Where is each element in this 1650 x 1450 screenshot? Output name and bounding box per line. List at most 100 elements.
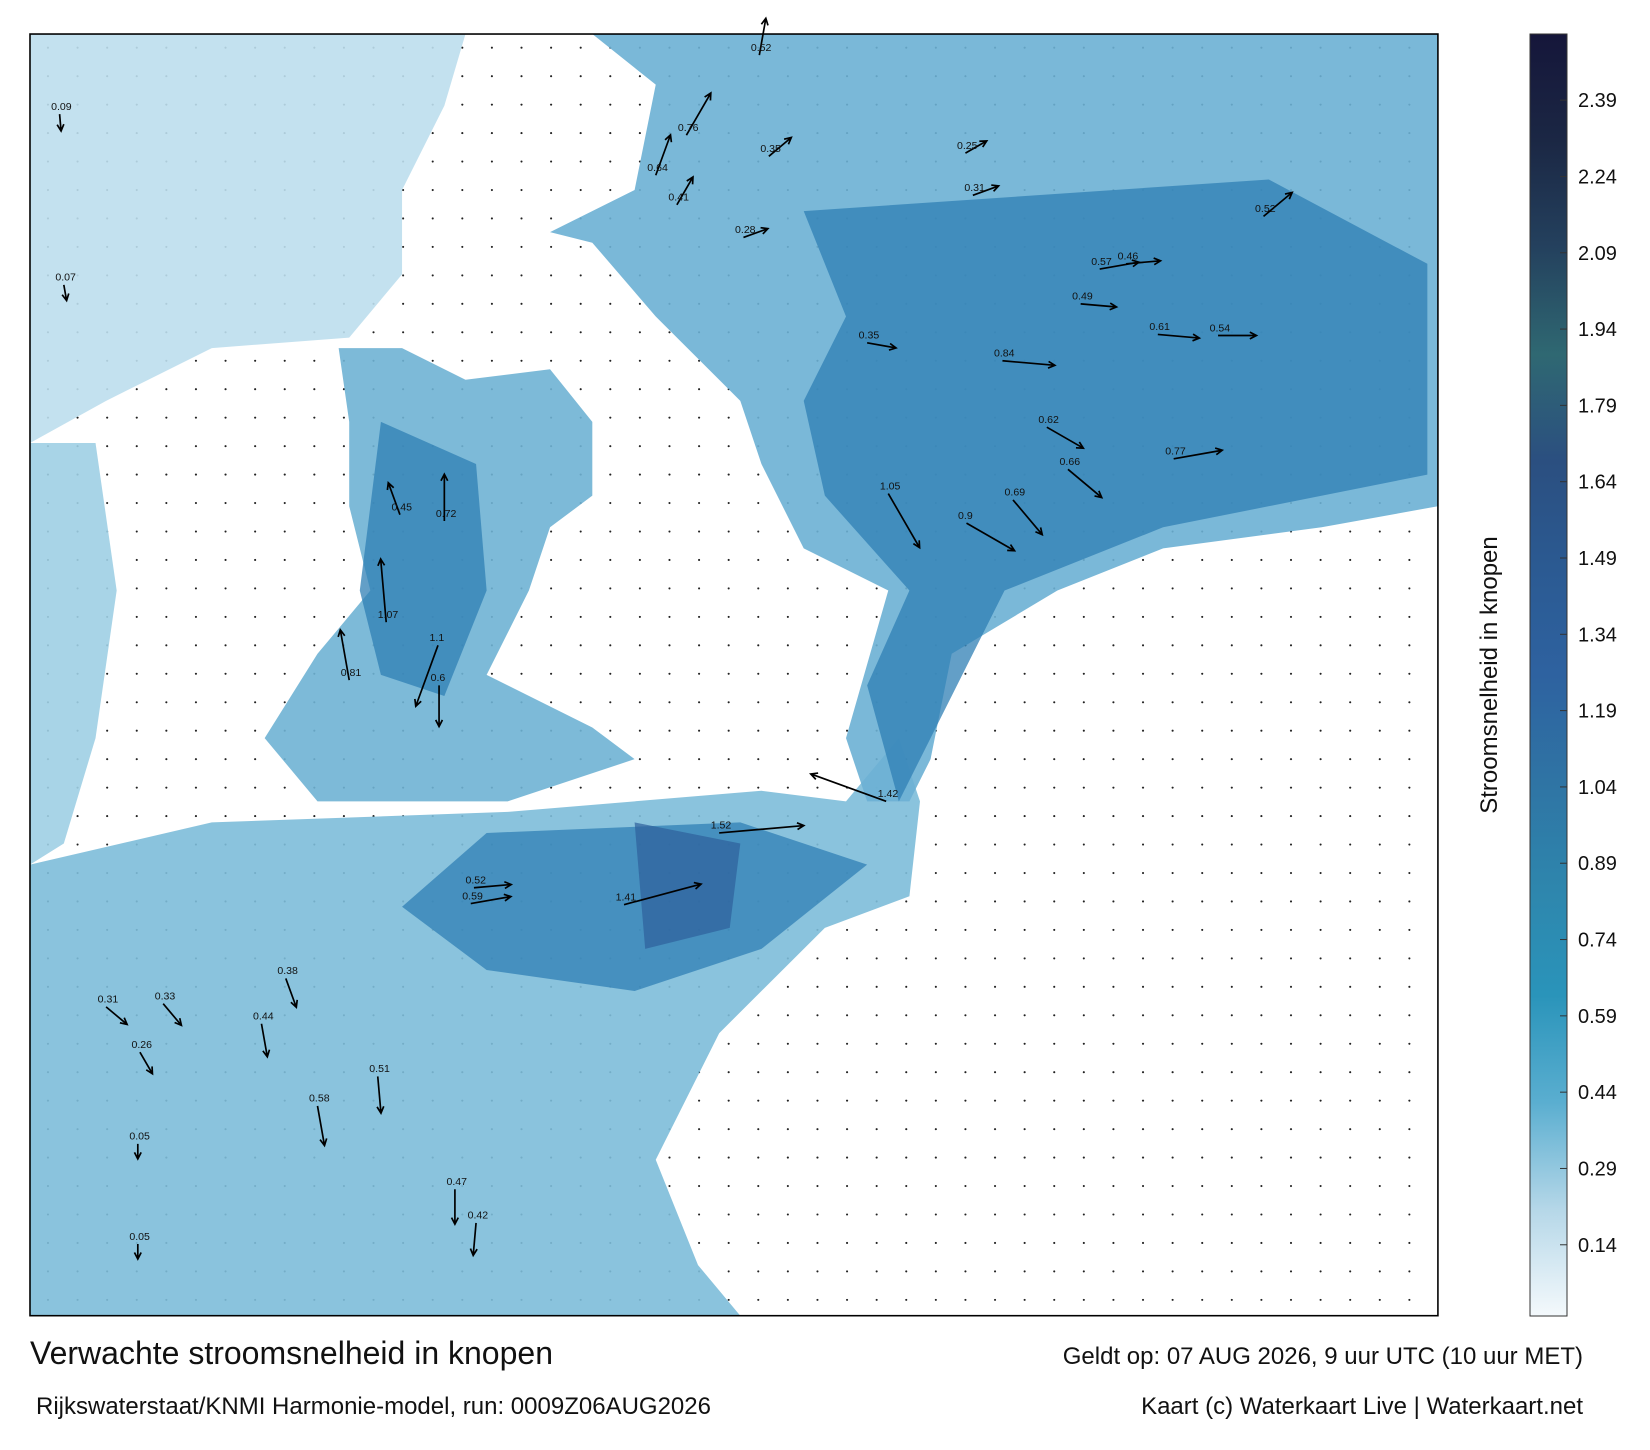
grid-dot [1053,1071,1056,1074]
grid-dot [638,473,641,476]
grid-dot [579,331,582,334]
grid-dot [1230,928,1233,931]
grid-dot [786,758,789,761]
grid-dot [668,1156,671,1159]
grid-dot [1141,1042,1145,1045]
grid-dot [905,1071,908,1074]
grid-dot [1378,1213,1381,1216]
grid-dot [993,1128,997,1131]
colorbar-tick-label: 1.19 [1578,701,1617,723]
grid-dot [1023,1099,1026,1102]
grid-dot [254,445,257,448]
grid-dot [490,46,493,49]
grid-dot [1408,815,1411,818]
speed-label: 0.66 [1060,456,1081,468]
grid-dot [1349,672,1352,675]
grid-dot [254,815,257,818]
grid-dot [905,1241,908,1245]
grid-dot [993,786,997,789]
grid-dot [1141,815,1145,818]
grid-dot [638,445,641,448]
grid-dot [1230,1298,1233,1301]
speed-label: 1.07 [378,609,399,621]
grid-dot [964,701,967,704]
grid-dot [1289,558,1293,562]
grid-dot [993,815,997,818]
grid-dot [1378,1270,1381,1273]
grid-dot [1082,871,1085,875]
grid-dot [786,1014,789,1017]
speed-arrow [1046,426,1085,450]
grid-dot [1201,871,1204,875]
speed-arrow [162,1003,183,1027]
grid-dot [520,672,523,675]
speed-arrow [133,1244,142,1261]
speed-label: 0.38 [277,965,298,977]
grid-dot [224,416,227,419]
grid-dot [1260,672,1263,675]
grid-dot [1408,644,1411,647]
grid-dot [668,1184,671,1188]
grid-dot [224,502,227,505]
speed-arrow [139,1051,154,1076]
grid-dot [905,1270,908,1273]
grid-dot [1349,758,1352,761]
grid-dot [1201,1128,1204,1131]
grid-dot [1053,758,1056,761]
grid-dot [1349,985,1352,988]
grid-dot [194,359,198,362]
grid-dot [1171,1042,1174,1045]
grid-dot [1171,1099,1174,1102]
grid-dot [461,75,464,78]
grid-dot [1289,701,1293,704]
grid-dot [905,1128,908,1131]
grid-dot [1171,1241,1174,1245]
grid-dot [283,530,286,533]
grid-dot [579,75,582,78]
grid-dot [1201,1071,1204,1074]
grid-dot [579,274,582,277]
grid-dot [461,160,464,163]
grid-dot [1112,900,1115,903]
grid-dot [1023,1213,1026,1216]
grid-dot [1349,1241,1352,1245]
grid-dot [786,1099,789,1102]
grid-dot [106,672,109,675]
colorbar-ticks: 0.14 0.29 0.44 0.59 0.74 0.89 1.04 1.19 1.34 1.49… [1560,90,1617,1257]
grid-dot [698,416,701,419]
grid-dot [1349,871,1352,875]
grid-dot [727,729,730,732]
grid-dot [964,1014,967,1017]
grid-dot [1082,900,1085,903]
grid-dot [550,530,553,533]
speed-arrow [1218,331,1259,340]
grid-dot [1319,615,1322,618]
grid-dot [1230,1014,1233,1017]
grid-dot [1023,1184,1026,1188]
grid-dot [727,1270,730,1273]
grid-dot [964,1298,967,1301]
grid-dot [846,587,849,590]
grid-dot [135,615,138,618]
speed-label: 0.47 [446,1176,467,1188]
grid-dot [757,1213,760,1216]
grid-dot [1289,644,1293,647]
grid-dot [165,644,168,647]
grid-dot [1230,1071,1233,1074]
grid-dot [490,672,493,675]
colorbar-tick-label: 1.49 [1578,548,1617,570]
grid-dot [194,445,198,448]
grid-dot [1053,786,1056,789]
grid-dot [638,359,641,362]
grid-dot [194,388,198,391]
speed-arrow [866,342,898,351]
grid-dot [875,1128,878,1131]
grid-dot [698,502,701,505]
grid-dot [1378,530,1381,533]
grid-dot [1053,843,1056,846]
grid-dot [1260,1270,1263,1273]
grid-dot [194,502,198,505]
grid-dot [1171,587,1174,590]
grid-dot [727,558,730,562]
grid-dot [254,388,257,391]
